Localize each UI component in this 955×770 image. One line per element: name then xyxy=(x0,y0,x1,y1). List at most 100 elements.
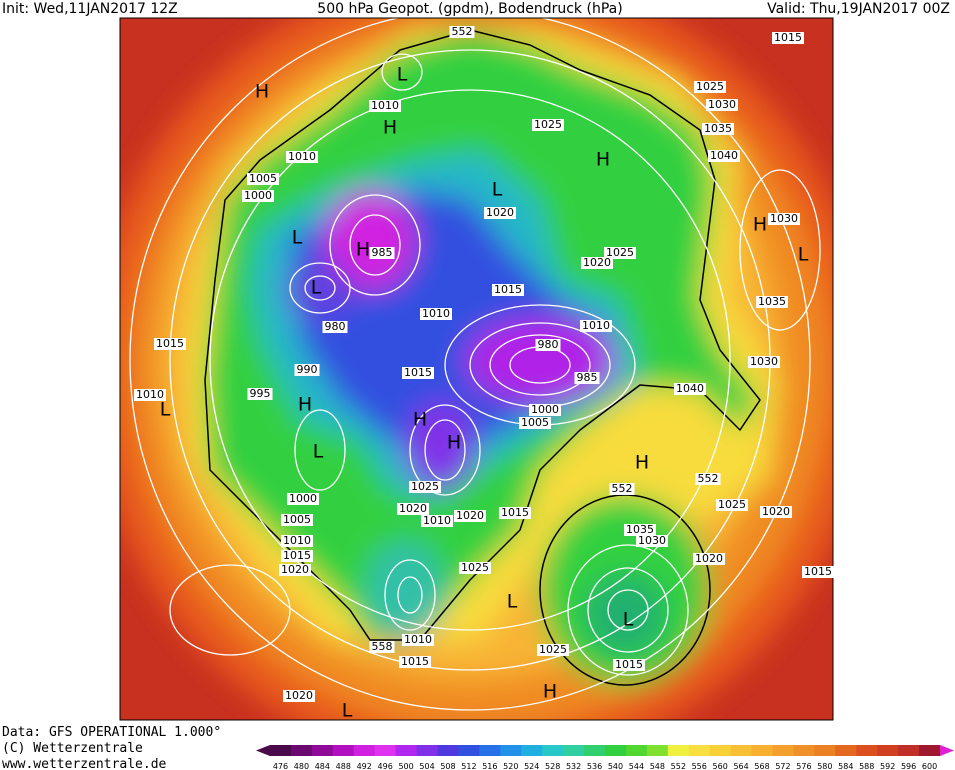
isobar-label-box xyxy=(532,119,564,131)
colorbar-label: 488 xyxy=(336,762,351,770)
isobar-label: 995 xyxy=(250,387,271,400)
colorbar-label: 532 xyxy=(566,762,581,770)
isobar-label: 1025 xyxy=(539,643,567,656)
colorbar-swatch xyxy=(416,745,438,756)
colorbar-swatch xyxy=(919,745,941,756)
colorbar-label: 476 xyxy=(273,762,288,770)
map-title: 500 hPa Geopot. (gpdm), Bodendruck (hPa) xyxy=(317,1,622,17)
colorbar-label: 496 xyxy=(378,762,393,770)
isobar-label-box xyxy=(535,339,561,351)
isobar-label-box xyxy=(369,641,395,653)
isobar-label: 1005 xyxy=(283,513,311,526)
isobar-label: 1000 xyxy=(289,492,317,505)
pressure-center: H xyxy=(596,149,610,171)
pressure-center: H xyxy=(356,239,370,261)
pressure-center: L xyxy=(313,441,324,463)
isobar-label-box xyxy=(281,514,313,526)
colorbar-label: 512 xyxy=(461,762,476,770)
pressure-center: L xyxy=(160,399,171,421)
colorbar-label: 588 xyxy=(859,762,874,770)
isobar-label: 1015 xyxy=(501,506,529,519)
isobar-label: 1015 xyxy=(401,655,429,668)
colorbar-swatch xyxy=(374,745,397,756)
isobar-label: 990 xyxy=(297,363,318,376)
footer-line: (C) Wetterzentrale xyxy=(2,741,143,756)
colorbar-swatch xyxy=(898,745,920,756)
isobar-label: 1010 xyxy=(582,319,610,332)
isobar-label: 1010 xyxy=(283,534,311,547)
isobar-label-box xyxy=(636,535,668,547)
isobar-label: 1035 xyxy=(704,122,732,135)
pressure-center: L xyxy=(311,277,322,299)
pressure-center: H xyxy=(543,681,557,703)
pressure-center: L xyxy=(492,179,503,201)
isobar-label-box xyxy=(674,383,706,395)
pressure-center: L xyxy=(798,244,809,266)
isobar-label-box xyxy=(279,564,311,576)
colorbar-swatch xyxy=(584,745,606,756)
pressure-center: L xyxy=(507,591,518,613)
colorbar-label: 508 xyxy=(440,762,455,770)
isobar-label: 1025 xyxy=(534,118,562,131)
isobar-label-box xyxy=(247,173,279,185)
isobar-label-box xyxy=(242,190,274,202)
isobar-label-box xyxy=(449,26,475,38)
colorbar-end xyxy=(940,745,954,756)
isobar-label-box xyxy=(716,499,748,511)
isobar-label: 1010 xyxy=(423,514,451,527)
map-area xyxy=(120,18,833,720)
isobar-label-box xyxy=(454,510,486,522)
isobar-label-box xyxy=(287,493,319,505)
isobar-label: 1020 xyxy=(399,502,427,515)
isobar-label-box xyxy=(772,32,804,44)
isobar-label-box xyxy=(397,503,429,515)
isobar-label-box xyxy=(409,481,441,493)
colorbar-swatch xyxy=(772,745,794,756)
colorbar-swatch xyxy=(395,745,418,756)
colorbar-swatch xyxy=(563,745,585,756)
colorbar-swatch xyxy=(311,745,334,756)
isobar-label: 1020 xyxy=(583,256,611,269)
isobar-label-box xyxy=(693,553,725,565)
colorbar-swatch xyxy=(437,745,459,756)
isobar-label-box xyxy=(537,644,569,656)
isobar-label: 1000 xyxy=(244,189,272,202)
colorbar-label: 536 xyxy=(587,762,602,770)
isobar-label: 1025 xyxy=(606,246,634,259)
map-frame xyxy=(119,17,834,721)
colorbar-swatch xyxy=(270,745,292,756)
pressure-center: L xyxy=(292,227,303,249)
isobar-label-box xyxy=(580,320,612,332)
colorbar-swatch xyxy=(290,745,313,756)
isobar-label-box xyxy=(399,656,431,668)
isobar-label: 1015 xyxy=(404,366,432,379)
isobar-label: 1025 xyxy=(411,480,439,493)
isobar-label-box xyxy=(768,213,800,225)
isobar-label-box xyxy=(492,284,524,296)
colorbar-label: 492 xyxy=(357,762,372,770)
colorbar-label: 540 xyxy=(608,762,623,770)
colorbar-label: 524 xyxy=(524,762,539,770)
colorbar-label: 504 xyxy=(419,762,434,770)
colorbar-swatch xyxy=(856,745,878,756)
colorbar-swatch xyxy=(625,745,648,756)
isobar-label: 1030 xyxy=(770,212,798,225)
colorbar-swatch xyxy=(500,745,522,756)
isobar-label-box xyxy=(420,308,452,320)
isobar-label: 1005 xyxy=(249,172,277,185)
isobar-label-box xyxy=(421,515,453,527)
colorbar: 476 480 484 488 492 496 500 504 508 512 516 520 524 5… xyxy=(256,745,954,770)
isobar-label: 1030 xyxy=(708,98,736,111)
isobar-label: 1025 xyxy=(696,80,724,93)
isobar-label: 1015 xyxy=(774,31,802,44)
colorbar-label: 600 xyxy=(922,762,937,770)
isobar-label-box xyxy=(624,524,656,536)
isobar-label-box xyxy=(369,100,401,112)
isobar-label-box xyxy=(134,389,166,401)
isobar-label-box xyxy=(760,506,792,518)
isobar-label-box xyxy=(154,338,186,350)
colorbar-label: 556 xyxy=(692,762,707,770)
isobar-label-box xyxy=(281,535,313,547)
isobar-label-box xyxy=(802,566,834,578)
